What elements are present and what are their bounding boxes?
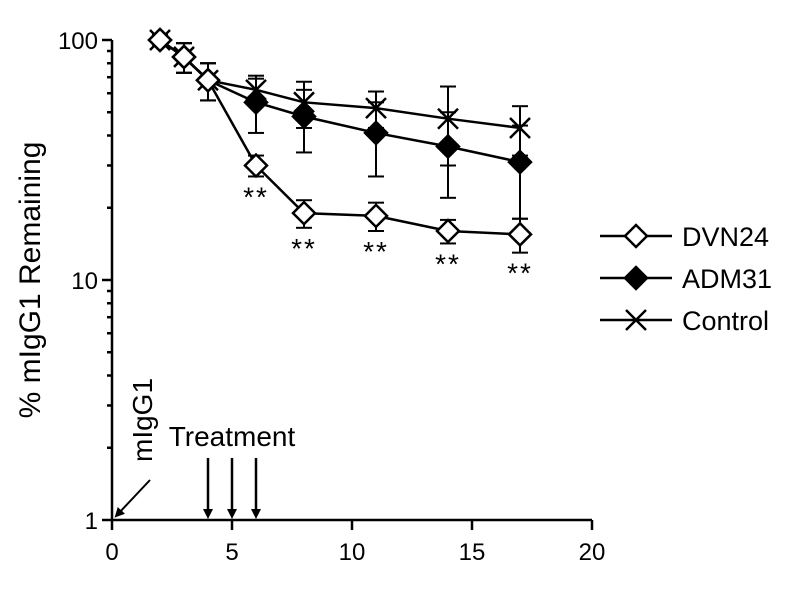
legend-marker <box>625 309 647 331</box>
data-point-dvn24 <box>243 152 269 179</box>
data-point-dvn24 <box>363 203 389 229</box>
series-dvn24 <box>147 27 533 254</box>
data-point-dvn24 <box>147 27 173 53</box>
legend-label: DVN24 <box>682 222 769 252</box>
data-point-dvn24 <box>291 200 317 226</box>
significance-marker: ** <box>363 236 389 267</box>
significance-marker: ** <box>243 181 269 212</box>
data-point-adm31 <box>507 149 533 175</box>
significance-marker: ** <box>507 258 533 289</box>
data-point-adm31 <box>435 133 461 160</box>
x-tick-label: 5 <box>225 539 238 566</box>
series-adm31 <box>147 27 533 220</box>
significance-marker: ** <box>435 248 461 279</box>
series-line-dvn24 <box>159 38 521 236</box>
significance-marker: ** <box>291 233 317 264</box>
legend-label: ADM31 <box>682 264 772 294</box>
legend-item-dvn24: DVN24 <box>600 222 769 252</box>
data-point-adm31 <box>243 89 269 116</box>
treatment-label: Treatment <box>169 421 296 452</box>
x-tick-label: 15 <box>459 539 486 566</box>
x-tick-label: 0 <box>105 539 118 566</box>
legend-marker <box>623 223 649 249</box>
x-tick-label: 20 <box>579 539 606 566</box>
data-point-dvn24 <box>195 67 221 93</box>
x-tick-label: 10 <box>339 539 366 566</box>
y-tick-label: 100 <box>58 28 98 55</box>
injection-label: mIgG1 <box>127 378 158 462</box>
y-tick-label: 1 <box>85 508 98 535</box>
significance-markers: ** ** ** ** ** <box>243 181 533 289</box>
data-point-dvn24 <box>171 44 197 70</box>
legend-item-control: Control <box>600 306 769 336</box>
data-point-adm31 <box>363 120 389 146</box>
annotations: mIgG1 Treatment <box>114 378 296 519</box>
legend: DVN24 ADM31 Control <box>600 222 772 336</box>
y-tick-label: 10 <box>71 268 98 295</box>
data-point-dvn24 <box>435 218 461 244</box>
injection-arrow <box>114 479 151 518</box>
ticks: 0 5 10 15 20 1 10 100 <box>58 28 605 566</box>
data-point-adm31 <box>291 103 317 130</box>
data-point-dvn24 <box>507 221 533 248</box>
series <box>147 27 533 254</box>
legend-label: Control <box>682 306 769 336</box>
legend-marker <box>623 265 649 291</box>
legend-item-adm31: ADM31 <box>600 264 772 294</box>
y-axis-title: % mIgG1 Remaining <box>14 142 47 419</box>
